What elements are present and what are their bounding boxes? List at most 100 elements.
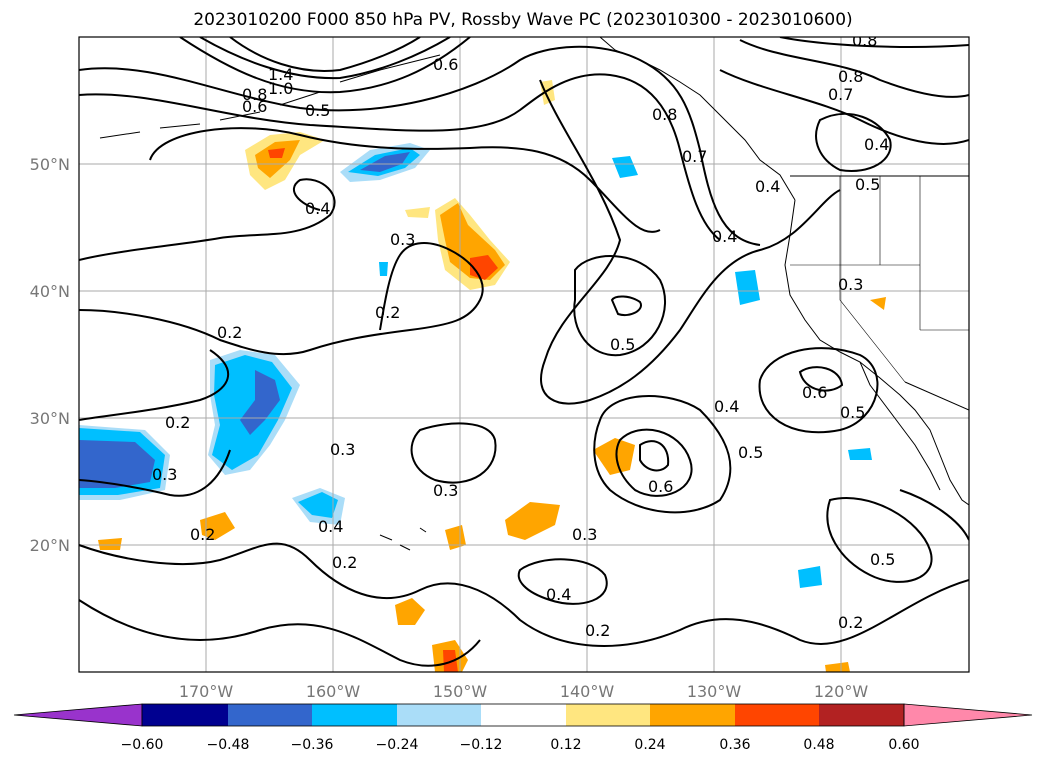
- contour-line: [758, 347, 879, 434]
- negative-anomaly-core: [240, 370, 280, 435]
- contour-line: [79, 449, 231, 497]
- contour-label: 1.0: [268, 79, 293, 98]
- contour-label: 0.4: [712, 227, 737, 246]
- figure-title: 2023010200 F000 850 hPa PV, Rossby Wave …: [193, 10, 852, 30]
- contour-label: 0.8: [852, 31, 877, 50]
- contour-label: 0.6: [433, 55, 458, 74]
- negative-anomaly-core: [79, 440, 155, 488]
- contour-label: 0.2: [165, 413, 190, 432]
- contour-line: [517, 558, 608, 605]
- positive-anomaly-patch: [255, 140, 300, 178]
- contour-label: 0.7: [682, 147, 707, 166]
- contour-label: 0.5: [738, 443, 763, 462]
- contour-label: 0.5: [870, 550, 895, 569]
- colorbar-tick-label: 0.12: [550, 737, 581, 753]
- lon-tick-label: 150°W: [433, 682, 488, 701]
- colorbar-segment: [481, 704, 566, 726]
- contour-label: 0.2: [585, 621, 610, 640]
- contour-line: [199, 37, 451, 80]
- positive-anomaly-patch: [540, 80, 555, 105]
- lat-tick-label: 30°N: [30, 409, 70, 428]
- colorbar-tick-label: −0.48: [207, 737, 250, 753]
- colorbar-segment: [650, 704, 735, 726]
- contour-label: 0.4: [714, 397, 739, 416]
- contour-line: [573, 255, 666, 357]
- contour-label: 0.5: [610, 335, 635, 354]
- contour-line: [593, 395, 732, 514]
- contour-label: 0.5: [840, 403, 865, 422]
- contour-line: [798, 366, 844, 392]
- colorbar-low-extend: [13, 703, 143, 727]
- contour-line: [815, 112, 892, 172]
- baja-california: [859, 361, 941, 491]
- pv-contours: [79, 37, 969, 667]
- colorbar-segment: [142, 704, 228, 726]
- contour-line: [79, 599, 481, 667]
- lon-tick-label: 160°W: [306, 682, 361, 701]
- colorbar-tick-label: 0.24: [634, 737, 665, 753]
- contour-label: 1.4: [268, 65, 293, 84]
- colorbar-segment: [397, 704, 481, 726]
- negative-anomaly-patch: [298, 492, 338, 518]
- contour-label: 0.7: [828, 85, 853, 104]
- contour-line: [639, 440, 670, 472]
- colorbar-tick-label: 0.48: [803, 737, 834, 753]
- latitude-axis: 50°N 40°N 30°N 20°N: [30, 155, 70, 555]
- contour-label: 0.4: [318, 517, 343, 536]
- contour-label: 0.2: [217, 323, 242, 342]
- contour-line: [779, 37, 969, 48]
- contour-line: [229, 37, 421, 72]
- map-background: [79, 37, 969, 672]
- lon-tick-label: 170°W: [179, 682, 234, 701]
- negative-anomaly-patch: [735, 270, 760, 305]
- contour-label: 0.3: [838, 275, 863, 294]
- lon-tick-label: 130°W: [687, 682, 742, 701]
- contour-line: [899, 489, 969, 541]
- colorbar-ticks: −0.60 −0.48 −0.36 −0.24 −0.12 0.12 0.24 …: [121, 737, 920, 753]
- colorbar-tick-label: 0.60: [888, 737, 919, 753]
- lat-tick-label: 50°N: [30, 155, 70, 174]
- positive-anomaly-patch: [200, 512, 235, 540]
- lat-tick-label: 20°N: [30, 536, 70, 555]
- colorbar-high-extend: [903, 703, 1033, 727]
- lon-tick-label: 120°W: [814, 682, 869, 701]
- colorbar-tick-label: 0.36: [719, 737, 750, 753]
- positive-anomaly-patch: [445, 525, 466, 550]
- contour-line: [410, 422, 497, 484]
- contour-line: [615, 428, 693, 497]
- contour-label: 0.3: [152, 465, 177, 484]
- longitude-axis: 170°W 160°W 150°W 140°W 130°W 120°W: [179, 682, 869, 701]
- contour-line: [739, 39, 969, 98]
- us-mexico-border: [904, 381, 969, 411]
- negative-anomaly-patch: [379, 262, 388, 276]
- contour-line: [79, 45, 761, 246]
- positive-anomaly-patch: [405, 207, 430, 218]
- contour-line: [79, 542, 969, 648]
- colorbar-segment: [228, 704, 312, 726]
- contour-label: 0.4: [755, 177, 780, 196]
- map-frame: [78, 36, 970, 673]
- contour-label: 0.3: [390, 230, 415, 249]
- lon-tick-label: 140°W: [560, 682, 615, 701]
- contour-label: 0.2: [190, 525, 215, 544]
- contour-label: 0.8: [838, 67, 863, 86]
- contour-label: 0.3: [433, 481, 458, 500]
- positive-anomaly-patch: [505, 502, 560, 540]
- contour-label: 0.6: [648, 477, 673, 496]
- contour-label: 0.4: [864, 135, 889, 154]
- contour-label: 0.3: [572, 525, 597, 544]
- positive-anomaly-core: [268, 148, 285, 158]
- contour-line: [79, 73, 721, 241]
- lat-tick-label: 40°N: [30, 282, 70, 301]
- positive-anomaly-patch: [395, 598, 425, 625]
- hawaii-islands: [379, 527, 427, 551]
- colorbar-tick-label: −0.24: [376, 737, 419, 753]
- colorbar-tick-label: −0.36: [291, 737, 334, 753]
- positive-anomaly-patch: [593, 438, 635, 475]
- contour-line: [179, 37, 471, 94]
- contour-label: 0.6: [242, 97, 267, 116]
- contour-label: 0.6: [802, 383, 827, 402]
- state-borders: [790, 176, 969, 383]
- negative-anomaly-patch: [848, 448, 872, 460]
